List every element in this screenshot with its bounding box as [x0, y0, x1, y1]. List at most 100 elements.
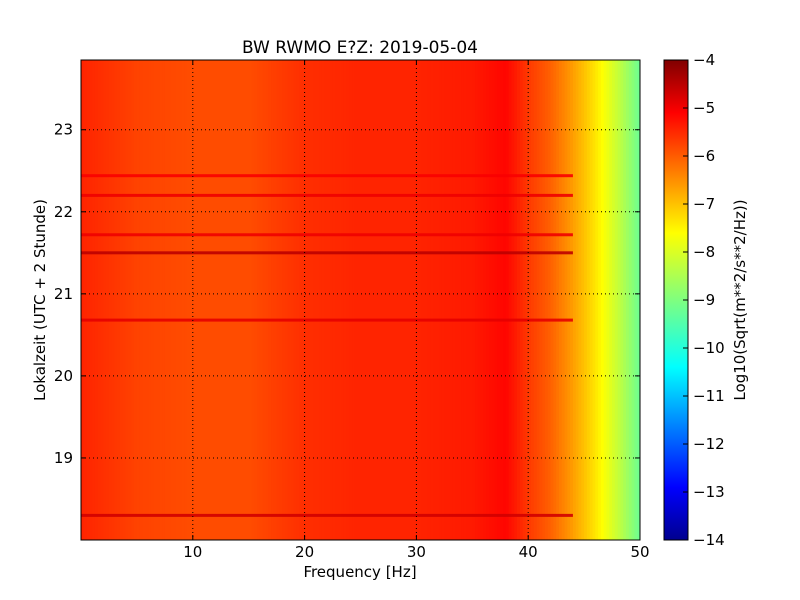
spectral-column	[626, 60, 630, 540]
spectral-column	[589, 60, 594, 540]
spectral-column	[441, 60, 445, 540]
spectral-column	[614, 60, 619, 540]
spectral-column	[603, 60, 608, 540]
spectral-column	[469, 60, 473, 540]
spectral-column	[128, 60, 132, 540]
spectral-column	[156, 60, 160, 540]
spectral-column	[606, 60, 610, 540]
spectral-column	[346, 60, 350, 540]
spectral-column	[248, 60, 253, 540]
y-tick-label: 22	[54, 203, 73, 221]
x-tick-label: 40	[519, 543, 538, 561]
colorbar-tick-label: −6	[693, 147, 715, 165]
spectral-column	[296, 60, 300, 540]
spectral-column	[108, 60, 113, 540]
spectral-column	[97, 60, 102, 540]
spectral-column	[273, 60, 278, 540]
spectral-column	[315, 60, 320, 540]
spectral-column	[243, 60, 247, 540]
spectral-column	[433, 60, 437, 540]
spectral-column	[94, 60, 99, 540]
spectral-column	[136, 60, 141, 540]
spectral-column	[259, 60, 264, 540]
spectral-column	[329, 60, 334, 540]
y-tick-label: 20	[54, 367, 73, 385]
spectral-column	[212, 60, 216, 540]
spectral-column	[92, 60, 96, 540]
spectral-column	[282, 60, 286, 540]
spectral-column	[528, 60, 532, 540]
spectral-column	[416, 60, 420, 540]
spectral-column	[396, 60, 401, 540]
spectral-column	[438, 60, 443, 540]
spectral-column	[435, 60, 440, 540]
spectral-column	[276, 60, 281, 540]
spectral-column	[575, 60, 580, 540]
spectral-column	[612, 60, 616, 540]
spectral-column	[198, 60, 202, 540]
spectral-column	[550, 60, 554, 540]
spectral-column	[408, 60, 412, 540]
spectral-column	[338, 60, 342, 540]
spectral-column	[86, 60, 90, 540]
spectral-column	[544, 60, 549, 540]
spectral-column	[399, 60, 404, 540]
spectral-column	[231, 60, 236, 540]
y-tick-label: 19	[54, 449, 73, 467]
colorbar-tick-label: −5	[693, 99, 715, 117]
spectral-column	[447, 60, 451, 540]
spectral-column	[402, 60, 406, 540]
spectral-column	[508, 60, 513, 540]
spectral-column	[148, 60, 152, 540]
spectral-column	[617, 60, 622, 540]
spectral-column	[522, 60, 527, 540]
plot-area: 10 20 30 40 50 19 20 21 22 23	[54, 59, 650, 561]
spectral-column	[424, 60, 429, 540]
spectral-column	[567, 60, 571, 540]
spectral-column	[299, 60, 303, 540]
spectral-column	[461, 60, 465, 540]
colorbar-ticks: −4 −5 −6 −7 −8 −9 −10 −11 −12 −13 −14	[683, 51, 725, 549]
spectral-column	[486, 60, 490, 540]
spectral-column	[142, 60, 146, 540]
spectral-column	[326, 60, 331, 540]
spectral-column	[609, 60, 613, 540]
spectral-column	[634, 60, 638, 540]
spectral-column	[340, 60, 345, 540]
spectral-column	[150, 60, 155, 540]
spectral-column	[620, 60, 624, 540]
x-axis-label: Frequency [Hz]	[303, 563, 416, 581]
spectral-column	[511, 60, 515, 540]
spectral-column	[229, 60, 233, 540]
spectral-column	[145, 60, 149, 540]
broadband-event	[81, 233, 573, 237]
spectral-column	[584, 60, 588, 540]
spectral-column	[592, 60, 596, 540]
grid-lines	[81, 60, 640, 540]
spectral-column	[173, 60, 177, 540]
y-axis: 19 20 21 22 23	[54, 121, 640, 467]
spectral-column	[310, 60, 314, 540]
spectral-column	[318, 60, 322, 540]
spectral-column	[262, 60, 267, 540]
spectral-column	[505, 60, 510, 540]
spectral-column	[494, 60, 499, 540]
broadband-event	[81, 251, 573, 255]
spectral-column	[371, 60, 376, 540]
y-axis-label: Lokalzeit (UTC + 2 Stunde)	[31, 199, 49, 401]
spectral-column	[480, 60, 485, 540]
spectral-column	[380, 60, 384, 540]
spectral-column	[449, 60, 454, 540]
spectral-column	[388, 60, 392, 540]
spectral-column	[122, 60, 127, 540]
spectral-column	[170, 60, 174, 540]
spectral-column	[268, 60, 272, 540]
y-tick-label: 23	[54, 121, 73, 139]
spectral-column	[455, 60, 459, 540]
broadband-event	[81, 193, 573, 197]
spectral-column	[162, 60, 166, 540]
spectral-column	[257, 60, 261, 540]
spectral-column	[430, 60, 434, 540]
colorbar-tick-label: −4	[693, 51, 715, 69]
spectral-column	[628, 60, 633, 540]
